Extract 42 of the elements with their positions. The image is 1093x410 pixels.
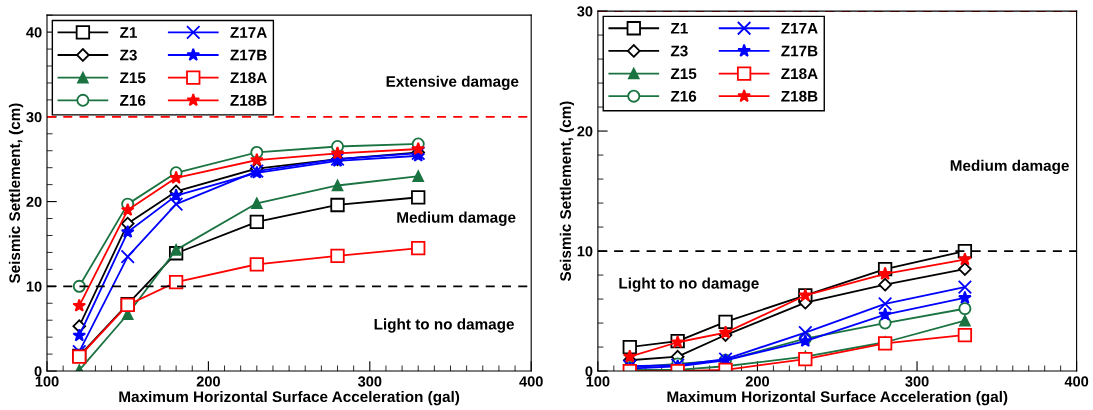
annotation: Medium damage	[397, 211, 516, 226]
x-tick-label: 300	[357, 376, 382, 387]
x-axis-title: Maximum Horizontal Surface Acceleration (gal)	[119, 390, 460, 406]
legend-label: Z15	[120, 72, 146, 84]
x-tick-label: 200	[745, 376, 770, 387]
legend-label: Z1	[670, 23, 688, 34]
legend-label: Z17B	[230, 49, 267, 61]
x-tick-label: 400	[519, 376, 543, 387]
y-tick-label: 10	[26, 281, 42, 292]
legend-label: Z3	[670, 45, 688, 57]
legend-label: Z18A	[230, 72, 267, 84]
legend-label: Z1	[120, 27, 137, 38]
legend-label: Z3	[120, 49, 137, 61]
legend-label: Z17A	[781, 23, 818, 34]
y-axis-title: Seismic Settlement, (cm)	[8, 103, 24, 284]
y-tick-label: 20	[577, 126, 593, 137]
annotation: Light to no damage	[374, 318, 514, 333]
legend-label: Z17A	[230, 27, 267, 38]
legend-label: Z18A	[781, 68, 818, 80]
legend-label: Z16	[670, 90, 697, 102]
x-tick-label: 100	[586, 376, 610, 387]
x-tick-label: 200	[196, 376, 220, 387]
y-tick-label: 40	[26, 27, 42, 38]
y-tick-label: 0	[34, 366, 42, 377]
legend-label: Z15	[670, 68, 697, 80]
y-tick-label: 0	[585, 366, 593, 377]
y-tick-label: 20	[26, 196, 42, 208]
y-tick-label: 10	[577, 246, 593, 257]
annotation: Extensive damage	[386, 75, 519, 90]
y-axis-title: Seismic Settlement, (cm)	[559, 101, 575, 282]
x-axis-title: Maximum Horizontal Surface Acceleration (gal)	[667, 390, 1008, 406]
annotation: Light to no damage	[619, 277, 759, 292]
legend-label: Z17B	[781, 45, 818, 57]
annotation: Medium damage	[950, 159, 1069, 175]
legend-label: Z18B	[230, 94, 267, 106]
legend-label: Z18B	[781, 90, 818, 102]
x-tick-label: 300	[905, 376, 929, 387]
legend-label: Z16	[120, 94, 146, 106]
x-tick-label: 100	[35, 376, 59, 387]
y-tick-label: 30	[577, 6, 593, 17]
x-tick-label: 400	[1064, 376, 1089, 387]
y-tick-label: 30	[26, 111, 42, 123]
